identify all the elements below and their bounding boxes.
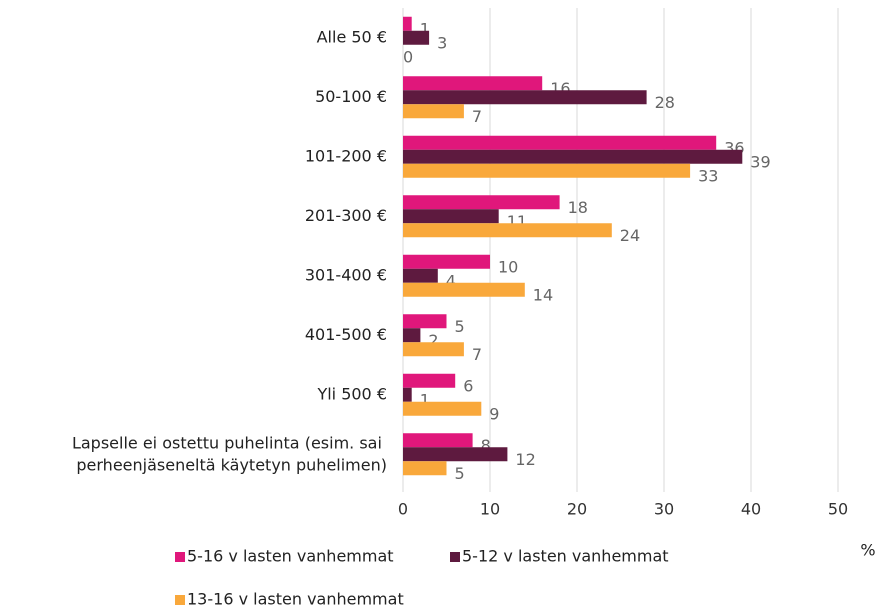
bar: [403, 90, 647, 105]
bar: [403, 209, 499, 224]
data-label: 6: [463, 376, 473, 395]
x-tick-label: 40: [741, 500, 761, 519]
data-label: 39: [750, 152, 770, 171]
y-tick-label: 301-400 €: [305, 265, 387, 284]
data-label: 24: [620, 226, 640, 245]
bar: [403, 373, 456, 388]
data-label: 4: [446, 271, 456, 290]
y-tick-label: Alle 50 €: [317, 27, 387, 46]
bar: [403, 163, 691, 178]
bar: [403, 195, 560, 210]
y-tick-label: 50-100 €: [315, 87, 387, 106]
bar: [403, 268, 438, 283]
data-label: 0: [403, 47, 413, 66]
legend-label: 5-12 v lasten vanhemmat: [462, 547, 669, 566]
x-tick-label: 30: [654, 500, 674, 519]
y-tick-label: Lapselle ei ostettu puhelinta (esim. sai…: [72, 433, 387, 474]
data-label: 14: [533, 285, 553, 304]
x-tick-label: 20: [567, 500, 587, 519]
bar: [403, 461, 447, 476]
bar: [403, 30, 430, 45]
bar: [403, 342, 464, 357]
data-label: 7: [472, 345, 482, 364]
bar: [403, 387, 412, 402]
data-label: 7: [472, 107, 482, 126]
y-tick-label: 101-200 €: [305, 146, 387, 165]
bar: [403, 135, 717, 150]
legend-label: 5-16 v lasten vanhemmat: [187, 547, 394, 566]
data-label: 1: [420, 390, 430, 409]
y-tick-label: 401-500 €: [305, 325, 387, 344]
x-axis-label: %: [860, 541, 875, 560]
data-label: 3: [437, 33, 447, 52]
bar: [403, 282, 525, 297]
data-label: 5: [455, 317, 465, 336]
bar: [403, 16, 412, 31]
data-label: 1: [420, 19, 430, 38]
bar: [403, 76, 543, 91]
legend-swatch: [450, 552, 460, 562]
data-label: 12: [515, 450, 535, 469]
bar: [403, 447, 508, 462]
y-tick-label: 201-300 €: [305, 206, 387, 225]
data-label: 2: [428, 331, 438, 350]
bar: [403, 328, 421, 343]
bar: [403, 401, 482, 416]
bar: [403, 254, 490, 269]
bar: [403, 104, 464, 119]
data-label: 8: [481, 436, 491, 455]
legend-swatch: [175, 552, 185, 562]
bar: [403, 314, 447, 329]
bar: [403, 149, 743, 164]
x-tick-label: 10: [480, 500, 500, 519]
data-label: 18: [568, 198, 588, 217]
bar: [403, 433, 473, 448]
bar: [403, 223, 612, 238]
data-label: 9: [489, 404, 499, 423]
data-label: 5: [455, 464, 465, 483]
y-tick-label: Yli 500 €: [316, 384, 387, 403]
data-label: 33: [698, 166, 718, 185]
data-label: 28: [655, 93, 675, 112]
x-tick-label: 0: [398, 500, 408, 519]
data-label: 10: [498, 257, 518, 276]
legend-swatch: [175, 595, 185, 605]
legend-label: 13-16 v lasten vanhemmat: [187, 590, 404, 609]
x-tick-label: 50: [828, 500, 848, 519]
